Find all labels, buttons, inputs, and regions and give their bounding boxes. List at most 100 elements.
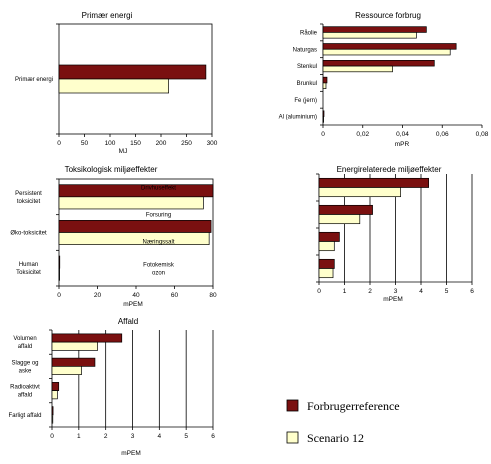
- x-tick-label: 2: [368, 288, 372, 295]
- category-label-line: Stenkul: [297, 64, 317, 70]
- chart-panel-5: 0 1 2 3 4 5 6 Volumen affald Slagge og aske Radioak…: [9, 317, 216, 457]
- bar-forbrugerreference: [318, 231, 340, 242]
- category-label-line: aske: [19, 368, 32, 374]
- category-label-line: Human: [19, 262, 38, 268]
- category-label-line: Øko-toksicitet: [10, 231, 47, 237]
- x-tick-label: 3: [131, 433, 135, 440]
- category-label: Radioaktivt affald: [10, 385, 40, 399]
- category-label: Slagge og aske: [11, 360, 38, 374]
- chart-title: Ressource forbrug: [355, 11, 421, 20]
- category-label-line: Primær energi: [15, 77, 53, 83]
- bar-scenario-12: [318, 268, 334, 279]
- category-label: Næringssalt: [142, 240, 174, 246]
- x-tick-label: 0: [57, 140, 61, 147]
- category-label: Forsuring: [146, 213, 171, 219]
- category-label: Farligt affald: [9, 413, 42, 419]
- bar-scenario-12: [51, 341, 98, 351]
- x-tick-label: 4: [419, 288, 423, 295]
- bar-forbrugerreference: [322, 43, 457, 50]
- x-tick-label: 0,02: [356, 131, 369, 138]
- x-axis-label: MJ: [119, 148, 128, 155]
- category-label-line: Volumen: [13, 336, 36, 342]
- legend-label-forbrugerreference: Forbrugerreference: [307, 399, 400, 413]
- bar-scenario-12: [322, 82, 327, 89]
- x-tick-label: 150: [130, 140, 141, 147]
- legend: Forbrugerreference Scenario 12: [286, 399, 400, 445]
- bar-scenario-12: [58, 196, 204, 210]
- bar-scenario-12: [318, 241, 335, 252]
- category-label: Råolie: [300, 29, 318, 36]
- category-label: Fe (jern): [294, 98, 317, 104]
- bar-forbrugerreference: [58, 220, 212, 233]
- x-tick-label: 4: [158, 433, 162, 440]
- chart-panel-4: 0 1 2 3 4 5 6 Drivhuseffekt Forsuring Næringssalt…: [141, 165, 474, 303]
- category-label-line: Drivhuseffekt: [141, 186, 176, 192]
- category-label-line: Toksicitet: [16, 270, 41, 276]
- category-label: Fotokemisk ozon: [143, 263, 175, 277]
- category-label: Human Toksicitet: [16, 262, 41, 276]
- legend-swatch-scenario-12: [286, 431, 299, 444]
- x-tick-label: 40: [132, 292, 140, 299]
- category-label-line: Slagge og: [11, 360, 38, 366]
- bar-forbrugerreference: [51, 333, 123, 343]
- bar-scenario-12: [322, 48, 451, 56]
- category-label: Naturgas: [293, 47, 317, 53]
- bar-forbrugerreference: [322, 60, 435, 67]
- bar-scenario-12: [51, 390, 58, 400]
- bar-forbrugerreference: [322, 76, 328, 84]
- x-tick-label: 60: [171, 292, 179, 299]
- category-label-line: Forsuring: [146, 213, 171, 219]
- category-label-line: Fe (jern): [294, 98, 317, 104]
- bar-scenario-12: [58, 232, 210, 245]
- category-label: Persistent toksicitet: [15, 191, 42, 205]
- x-axis-label: mPEM: [383, 296, 403, 303]
- x-tick-label: 5: [445, 288, 449, 295]
- x-tick-label: 80: [209, 292, 217, 299]
- bar-scenario-12: [58, 78, 170, 94]
- bar-forbrugerreference: [58, 255, 61, 269]
- x-axis-label: mPEM: [123, 301, 143, 308]
- category-label-line: ozon: [152, 271, 165, 277]
- x-axis-label: mPR: [395, 141, 410, 148]
- x-tick-label: 0: [57, 292, 61, 299]
- bar-forbrugerreference: [318, 204, 373, 215]
- chart-panel-1: 0 50 100 150 200 250 300 Primær energi Primær en…: [15, 11, 218, 155]
- x-tick-label: 200: [156, 140, 167, 147]
- category-label-line: Råolie: [300, 29, 318, 36]
- category-label: Brunkul: [297, 81, 317, 87]
- x-tick-label: 0: [50, 433, 54, 440]
- bar-forbrugerreference: [58, 64, 207, 80]
- bar-scenario-12: [58, 267, 60, 281]
- x-tick-label: 0,04: [396, 131, 409, 138]
- category-label-line: Næringssalt: [142, 240, 174, 246]
- bar-scenario-12: [322, 116, 324, 123]
- x-tick-label: 0: [321, 131, 325, 138]
- category-label-line: affald: [18, 344, 33, 350]
- category-label: Al (aluminium): [279, 115, 317, 121]
- bar-forbrugerreference: [51, 382, 60, 391]
- bar-scenario-12: [51, 414, 54, 424]
- bar-scenario-12: [318, 187, 401, 198]
- x-tick-label: 1: [343, 288, 347, 295]
- x-tick-label: 50: [81, 140, 89, 147]
- x-tick-label: 2: [104, 433, 108, 440]
- x-axis-label: mPEM: [121, 450, 141, 457]
- x-tick-label: 0: [317, 288, 321, 295]
- bar-forbrugerreference: [322, 110, 325, 117]
- bar-forbrugerreference: [58, 184, 214, 198]
- bar-forbrugerreference: [51, 357, 96, 367]
- category-label: Øko-toksicitet: [10, 231, 47, 237]
- category-label: Primær energi: [15, 77, 53, 83]
- x-tick-label: 5: [184, 433, 188, 440]
- chart-title: Toksikologisk miljøeffekter: [65, 165, 158, 174]
- category-label-line: Radioaktivt: [10, 385, 40, 391]
- x-tick-label: 0,08: [476, 131, 489, 138]
- bar-forbrugerreference: [318, 258, 335, 269]
- x-tick-label: 6: [211, 433, 215, 440]
- category-label: Stenkul: [297, 64, 317, 70]
- bar-scenario-12: [51, 366, 82, 375]
- bar-scenario-12: [318, 214, 361, 225]
- x-tick-label: 250: [181, 140, 192, 147]
- bar-scenario-12: [322, 32, 417, 39]
- x-tick-label: 6: [470, 288, 474, 295]
